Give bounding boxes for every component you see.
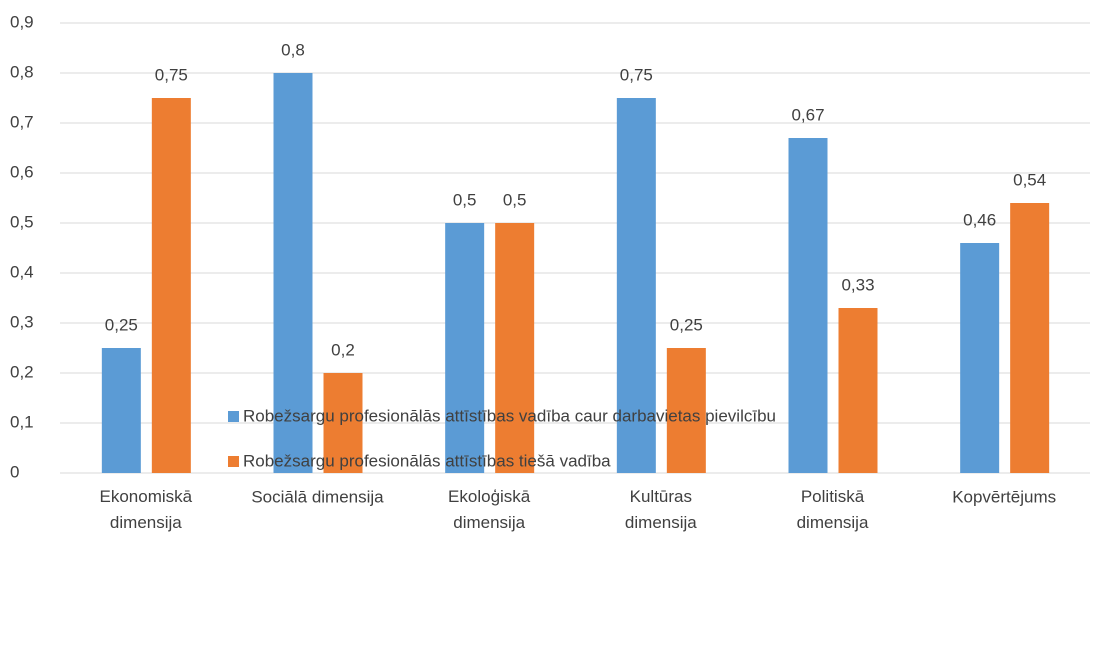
data-label: 0,25 [670,315,703,334]
y-tick-label: 0,1 [10,412,34,431]
x-tick-label: Ekonomiskā dimensija [100,487,193,532]
data-label: 0,75 [620,65,653,84]
y-tick-label: 0,2 [10,362,34,381]
legend-label: Robežsargu profesionālās attīstības tieš… [243,451,611,470]
y-tick-label: 0,7 [10,112,34,131]
x-tick-label: Kopvērtējums [952,487,1056,506]
y-tick-label: 0,5 [10,212,34,231]
data-label: 0,46 [963,210,996,229]
data-label: 0,75 [155,65,188,84]
y-tick-label: 0,9 [10,12,34,31]
data-label: 0,54 [1013,170,1046,189]
y-tick-label: 0 [10,462,19,481]
x-tick-label: Sociālā dimensija [251,487,384,506]
legend-swatch [228,411,239,422]
data-label: 0,67 [791,105,824,124]
y-tick-label: 0,6 [10,162,34,181]
data-label: 0,5 [503,190,527,209]
bar [273,73,313,473]
bar [666,348,706,473]
y-tick-label: 0,4 [10,262,34,281]
bar [101,348,141,473]
bar [838,308,878,473]
data-label: 0,25 [105,315,138,334]
data-label: 0,8 [281,40,305,59]
y-tick-label: 0,8 [10,62,34,81]
bar [788,138,828,473]
data-label: 0,33 [841,275,874,294]
bar [495,223,535,473]
x-tick-label: Kultūras dimensija [625,487,697,532]
x-tick-label: Politiskā dimensija [797,487,869,532]
y-tick-label: 0,3 [10,312,34,331]
bar [151,98,191,473]
bar [960,243,1000,473]
bar [445,223,485,473]
legend-label: Robežsargu profesionālās attīstības vadī… [243,406,776,425]
bar [1010,203,1050,473]
bar [323,373,363,473]
legend-swatch [228,456,239,467]
x-tick-label: Ekoloģiskā dimensija [448,487,531,532]
data-label: 0,2 [331,340,355,359]
data-label: 0,5 [453,190,477,209]
bar [616,98,656,473]
